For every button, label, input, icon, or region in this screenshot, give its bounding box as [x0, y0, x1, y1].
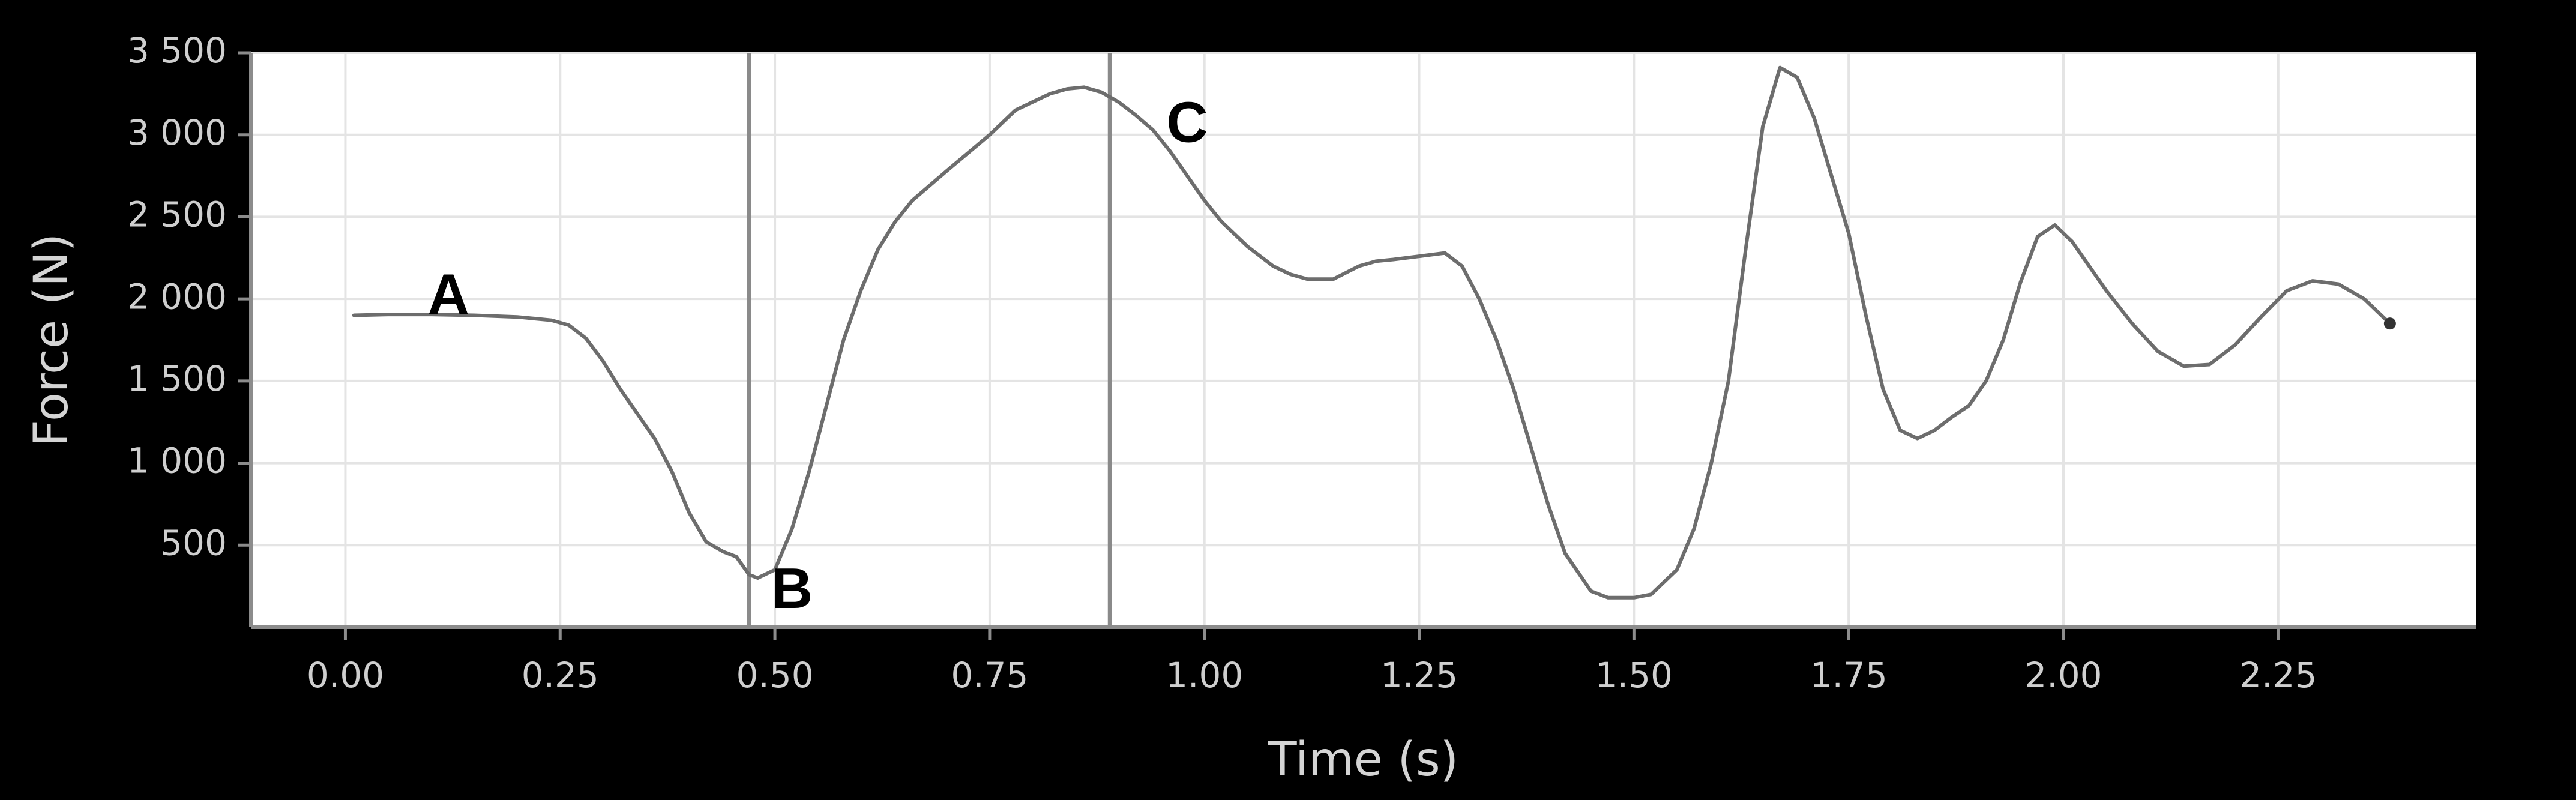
axes — [238, 51, 2476, 640]
force-series-line — [352, 65, 2392, 600]
y-tick-label: 3 000 — [127, 112, 227, 153]
x-tick-label: 0.25 — [522, 655, 599, 696]
series-layer — [352, 65, 2396, 600]
x-tick-label: 1.25 — [1380, 655, 1458, 696]
gridlines — [251, 52, 2476, 627]
x-tick-label: 1.00 — [1166, 655, 1243, 696]
series-end-point — [2383, 317, 2396, 330]
y-tick-label: 1 000 — [127, 441, 227, 481]
y-axis-title: Force (N) — [25, 233, 79, 447]
point-label-a: A — [428, 263, 469, 327]
y-tick-label: 1 500 — [127, 358, 227, 399]
x-tick-label: 0.00 — [307, 655, 384, 696]
x-tick-label: 0.50 — [736, 655, 814, 696]
x-tick-label: 2.25 — [2239, 655, 2317, 696]
y-tick-label: 2 500 — [127, 194, 227, 235]
point-label-b: B — [771, 556, 813, 621]
y-tick-label: 2 000 — [127, 276, 227, 317]
x-tick-label: 2.00 — [2024, 655, 2102, 696]
x-axis-title: Time (s) — [1268, 733, 1458, 787]
y-tick-label: 500 — [160, 522, 227, 563]
x-tick-label: 0.75 — [951, 655, 1028, 696]
point-label-c: C — [1166, 90, 1208, 154]
vertical-markers — [747, 53, 1112, 627]
x-tick-label: 1.50 — [1595, 655, 1673, 696]
tick-labels: 500 1 000 1 500 2 000 2 500 3 000 3 500 0.00 0.2… — [127, 30, 2317, 696]
x-tick-label: 1.75 — [1810, 655, 1888, 696]
y-tick-label: 3 500 — [127, 30, 227, 71]
plot-area — [251, 53, 2476, 627]
point-annotations: A B C — [428, 90, 1208, 621]
